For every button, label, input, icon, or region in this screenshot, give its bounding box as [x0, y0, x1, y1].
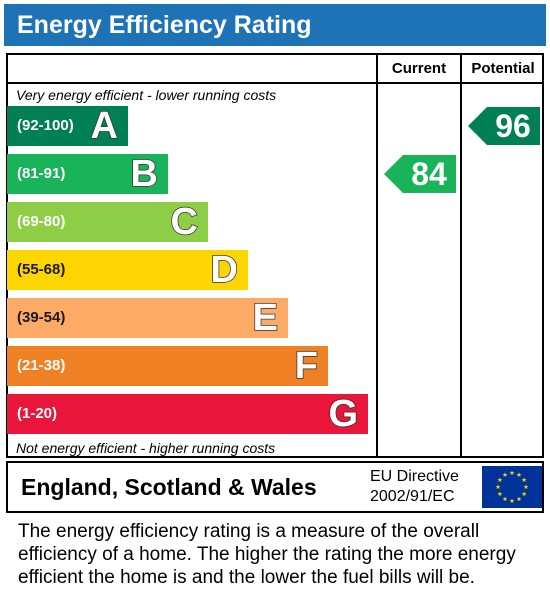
band-b: (81-91) B	[7, 153, 168, 195]
eu-flag-star	[495, 484, 501, 490]
directive-line2: 2002/91/EC	[370, 488, 455, 505]
eu-flag-star	[521, 491, 527, 497]
directive-line1: EU Directive	[370, 468, 459, 485]
band-range-b: (81-91)	[17, 165, 66, 182]
region-label: England, Scotland & Wales	[21, 474, 317, 500]
current-column-divider	[376, 53, 378, 458]
current-column-header: Current	[391, 60, 447, 77]
header-row-divider	[6, 82, 544, 84]
current-rating-arrow: 84	[384, 155, 456, 193]
eu-flag-star	[497, 491, 503, 497]
current-rating-arrow-shape	[384, 155, 456, 193]
potential-column-divider	[460, 53, 462, 458]
eu-flag-icon	[482, 466, 542, 508]
band-d: (55-68) D	[7, 249, 248, 291]
potential-rating-arrow: 96	[468, 107, 540, 145]
band-range-f: (21-38)	[17, 357, 66, 374]
potential-rating-arrow-shape	[468, 107, 540, 145]
band-e: (39-54) E	[7, 297, 288, 339]
band-range-g: (1-20)	[17, 405, 58, 422]
eu-flag-star	[521, 477, 527, 483]
band-f: (21-38) F	[7, 345, 328, 387]
band-g: (1-20) G	[7, 393, 368, 435]
band-c: (69-80) C	[7, 201, 208, 243]
band-range-a: (92-100)	[17, 117, 74, 134]
band-letter-g: G	[328, 393, 359, 435]
eu-directive: EU Directive 2002/91/EC	[370, 467, 459, 507]
band-range-d: (55-68)	[17, 261, 66, 278]
current-rating-arrow-value: 84	[411, 156, 447, 192]
potential-rating-arrow-value: 96	[495, 108, 531, 144]
eu-flag-star	[509, 470, 515, 476]
description-text: The energy efficiency rating is a measur…	[18, 521, 516, 588]
eu-flag-star	[523, 484, 529, 490]
title-bar: Energy Efficiency Rating	[4, 4, 546, 46]
top-note: Very energy efficient - lower running co…	[16, 87, 277, 103]
band-range-e: (39-54)	[17, 309, 66, 326]
band-letter-b: B	[130, 153, 159, 195]
eu-flag-star	[502, 472, 508, 477]
eu-flag-star	[497, 477, 503, 483]
chart-title: Energy Efficiency Rating	[17, 11, 312, 39]
eu-flag-star	[502, 496, 508, 502]
band-letter-a: A	[90, 105, 119, 147]
eu-flag-star	[509, 498, 515, 504]
band-letter-c: C	[170, 201, 199, 243]
eu-flag-star	[516, 496, 522, 502]
band-range-c: (69-80)	[17, 213, 66, 230]
band-letter-f: F	[294, 345, 319, 387]
band-letter-e: E	[252, 297, 279, 339]
bottom-note: Not energy efficient - higher running co…	[16, 440, 276, 456]
eu-flag-star	[516, 472, 522, 477]
band-letter-d: D	[210, 249, 239, 291]
footer-panel: England, Scotland & Wales EU Directive 2…	[6, 461, 544, 513]
band-a: (92-100) A	[7, 105, 128, 147]
potential-column-header: Potential	[471, 60, 535, 77]
